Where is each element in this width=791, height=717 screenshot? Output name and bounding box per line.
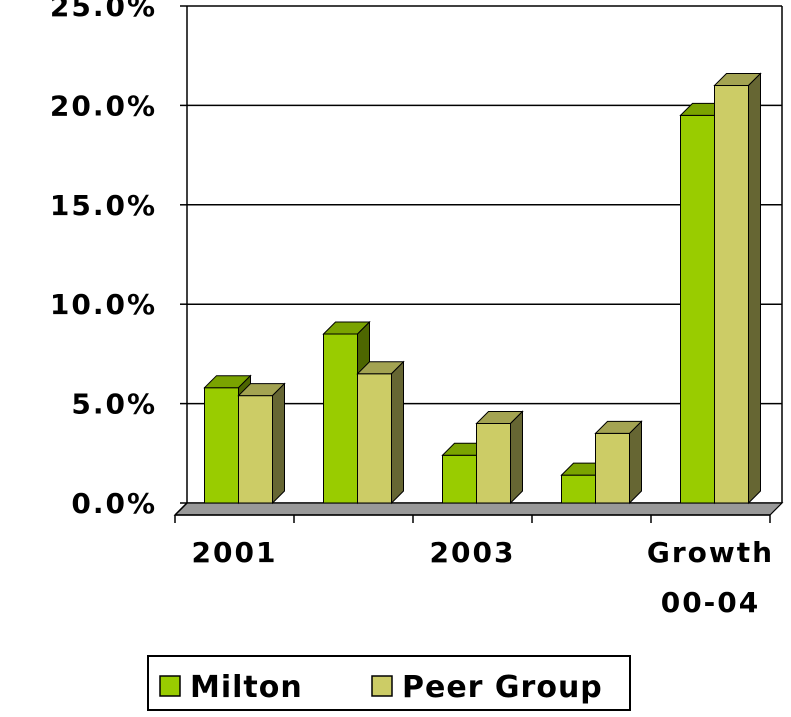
legend: Milton Peer Group [147, 655, 631, 711]
axis-corner [174, 502, 188, 516]
x-tick-label: Growth [647, 536, 774, 569]
axes [173, 5, 784, 523]
bar-side [748, 72, 761, 505]
bar-side [629, 420, 642, 505]
bar [357, 373, 392, 504]
bar [442, 454, 477, 504]
y-tick-label: 5.0% [71, 388, 157, 421]
legend-label: Milton [190, 670, 303, 705]
bar [323, 333, 358, 504]
y-tick-label: 25.0% [50, 0, 157, 23]
y-tick-label: 20.0% [50, 89, 157, 122]
bar [561, 474, 596, 504]
y-tick-label: 15.0% [50, 189, 157, 222]
bar-side [272, 382, 285, 505]
bar [680, 114, 715, 504]
gridlines [187, 5, 783, 504]
x-tick-label: 00-04 [661, 586, 761, 619]
bar [476, 422, 511, 504]
bar [238, 395, 273, 504]
bar-side [391, 360, 404, 505]
bar [714, 85, 749, 504]
bar-side [510, 410, 523, 505]
bars [203, 72, 762, 505]
y-tick-label: 10.0% [50, 288, 157, 321]
tick-labels: 0.0% 5.0% 10.0% 15.0% 20.0% 25.0% 2001 2003 Grow… [50, 0, 774, 619]
bar [204, 387, 239, 504]
y-tick-label: 0.0% [71, 487, 157, 520]
legend-label: Peer Group [402, 670, 603, 705]
legend-swatch [159, 675, 181, 697]
bar [595, 432, 630, 504]
x-tick-label: 2003 [430, 536, 516, 569]
x-tick-label: 2001 [192, 536, 278, 569]
chart-floor [173, 502, 784, 516]
legend-swatch [371, 675, 393, 697]
